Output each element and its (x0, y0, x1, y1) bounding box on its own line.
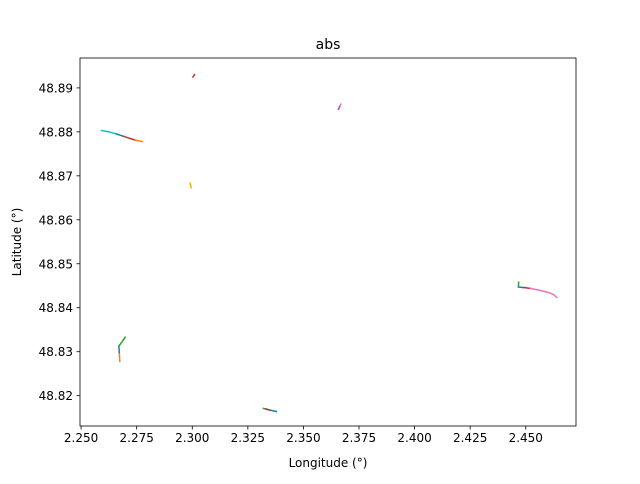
series-line-7 (190, 183, 191, 187)
x-tick-label: 2.300 (175, 431, 209, 445)
x-tick-label: 2.275 (120, 431, 154, 445)
plot-frame (80, 58, 576, 426)
series-line-4 (130, 138, 136, 140)
y-axis-label: Latitude (°) (10, 208, 24, 277)
x-tick-label: 2.250 (64, 431, 98, 445)
axes-layer: 2.250 2.275 2.300 2.325 2.350 2.375 2.400 2.425… (39, 58, 576, 445)
y-tick-label: 48.84 (39, 301, 73, 315)
y-tick-label: 48.85 (39, 257, 73, 271)
y-tick-label: 48.82 (39, 389, 73, 403)
y-tick-label: 48.89 (39, 81, 73, 95)
x-axis-label: Longitude (°) (289, 456, 368, 470)
series-line-5 (136, 140, 143, 141)
y-tick-label: 48.88 (39, 125, 73, 139)
x-tick-label: 2.425 (453, 431, 487, 445)
series-line-1 (102, 131, 117, 135)
x-tick-label: 2.400 (397, 431, 431, 445)
y-tick-label: 48.86 (39, 213, 73, 227)
y-tick-label: 48.87 (39, 169, 73, 183)
series-line-3 (123, 136, 130, 138)
series-line-13 (530, 288, 557, 297)
x-tick-label: 2.325 (231, 431, 265, 445)
chart-title: abs (316, 37, 341, 53)
series-line-16 (119, 337, 125, 346)
series-line-12 (524, 288, 531, 289)
series-layer (102, 75, 557, 412)
series-line-6 (193, 75, 195, 77)
series-line-2 (117, 134, 124, 136)
x-tick-label: 2.375 (342, 431, 376, 445)
x-tick-label: 2.450 (509, 431, 543, 445)
x-tick-label: 2.350 (286, 431, 320, 445)
y-tick-label: 48.83 (39, 345, 73, 359)
series-line-19 (270, 410, 276, 411)
